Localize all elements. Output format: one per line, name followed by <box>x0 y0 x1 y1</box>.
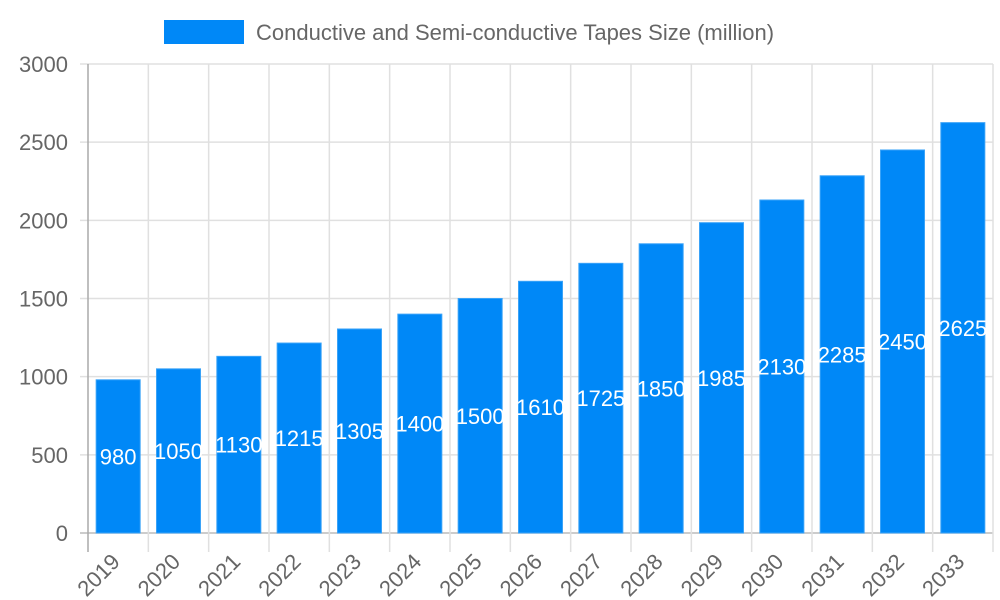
x-tick-label: 2022 <box>253 549 305 600</box>
y-tick-label: 1500 <box>19 287 68 312</box>
x-tick-label: 2028 <box>615 549 667 600</box>
data-label: 1850 <box>637 376 686 401</box>
data-label: 1500 <box>456 404 505 429</box>
x-tick-label: 2024 <box>374 549 426 600</box>
y-tick-label: 1000 <box>19 365 68 390</box>
x-tick-label: 2023 <box>314 549 366 600</box>
bar <box>457 298 503 534</box>
bars <box>95 122 986 534</box>
x-tick-label: 2027 <box>555 549 607 600</box>
bar <box>699 222 744 534</box>
bar <box>276 342 322 534</box>
data-label: 2285 <box>818 342 867 367</box>
bar <box>759 199 805 534</box>
bar <box>518 280 563 534</box>
data-label: 1725 <box>576 386 625 411</box>
x-tick-label: 2031 <box>796 549 848 600</box>
x-tick-label: 2032 <box>857 549 909 600</box>
data-labels: 980 1050 1130 1215 1305 1400 1500 1610 1725 1850 1… <box>100 316 988 470</box>
data-label: 2450 <box>878 329 927 354</box>
data-label: 1130 <box>215 433 262 458</box>
data-label: 1050 <box>154 439 203 464</box>
bar <box>819 175 865 534</box>
data-label: 1305 <box>335 419 384 444</box>
bar <box>156 368 201 534</box>
y-tick-label: 3000 <box>19 52 68 77</box>
data-label: 2625 <box>938 316 987 341</box>
data-label: 1985 <box>697 366 746 391</box>
bar <box>216 355 262 534</box>
legend[interactable]: Conductive and Semi-conductive Tapes Siz… <box>164 20 774 45</box>
legend-label: Conductive and Semi-conductive Tapes Siz… <box>256 20 774 45</box>
x-tick-label: 2025 <box>434 549 486 600</box>
bar <box>397 313 443 534</box>
data-label: 1610 <box>516 395 565 420</box>
x-tick-label: 2020 <box>133 549 185 600</box>
legend-swatch <box>164 20 244 44</box>
x-tick-label: 2033 <box>917 549 969 600</box>
bar <box>940 122 986 534</box>
bar <box>638 243 684 534</box>
x-tick-label: 2019 <box>72 549 124 600</box>
grid <box>80 63 994 552</box>
bar <box>880 149 925 534</box>
y-tick-label: 2000 <box>19 208 68 233</box>
bar <box>578 262 624 534</box>
x-tick-label: 2021 <box>193 549 245 600</box>
bar <box>95 379 141 534</box>
data-label: 2130 <box>757 355 806 380</box>
x-tick-label: 2029 <box>676 549 728 600</box>
x-tick-label: 2030 <box>736 549 788 600</box>
y-tick-label: 500 <box>31 443 68 468</box>
bar <box>337 328 382 534</box>
y-tick-label: 2500 <box>19 130 68 155</box>
data-label: 1400 <box>395 412 444 437</box>
data-label: 1215 <box>275 426 324 451</box>
y-tick-label: 0 <box>56 521 68 546</box>
x-tick-label: 2026 <box>495 549 547 600</box>
data-label: 980 <box>100 444 137 469</box>
